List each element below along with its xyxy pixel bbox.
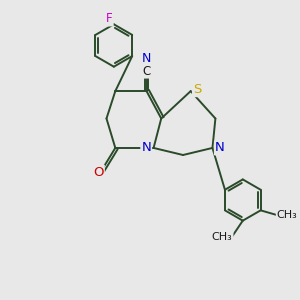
Text: N: N <box>142 52 151 65</box>
Text: S: S <box>193 83 201 96</box>
Text: N: N <box>215 141 225 154</box>
Text: CH₃: CH₃ <box>277 210 298 220</box>
Text: C: C <box>142 64 151 78</box>
Text: CH₃: CH₃ <box>212 232 232 242</box>
Text: O: O <box>93 166 104 178</box>
Text: N: N <box>141 141 151 154</box>
Text: F: F <box>106 13 113 26</box>
